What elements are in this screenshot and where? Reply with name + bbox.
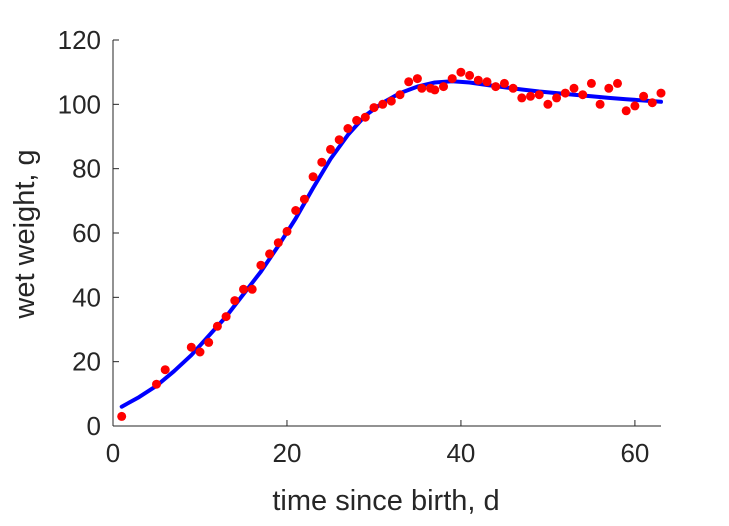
data-point: [447, 74, 457, 84]
data-point: [160, 365, 170, 375]
data-point: [230, 296, 240, 306]
data-point: [117, 411, 127, 421]
data-point: [526, 91, 535, 101]
data-point: [473, 75, 483, 85]
data-point: [204, 337, 214, 347]
y-tick-label: 100: [58, 89, 101, 119]
data-point: [417, 83, 427, 93]
data-point: [308, 172, 318, 182]
data-point: [195, 347, 205, 357]
data-point: [499, 78, 509, 88]
data-point: [395, 90, 405, 100]
data-point: [412, 74, 422, 84]
x-tick-label: 40: [446, 438, 475, 468]
data-point: [647, 98, 657, 108]
data-point: [186, 342, 196, 352]
data-point: [404, 77, 414, 87]
data-point: [595, 99, 605, 109]
data-point: [317, 157, 327, 167]
data-point: [604, 83, 614, 93]
data-point: [534, 90, 544, 100]
data-point: [613, 78, 622, 88]
data-point: [508, 83, 518, 93]
data-point: [517, 93, 527, 103]
data-point: [352, 115, 362, 125]
data-point: [630, 101, 640, 111]
data-point: [569, 83, 579, 93]
data-point: [326, 144, 335, 154]
data-point: [247, 284, 257, 294]
data-point: [239, 284, 248, 294]
data-point: [586, 78, 596, 88]
y-tick-label: 120: [58, 25, 101, 55]
data-points-group: [117, 67, 666, 421]
data-point: [369, 103, 379, 113]
data-point: [430, 85, 440, 95]
data-point: [265, 249, 275, 259]
y-axis-label: wet weight, g: [9, 149, 41, 319]
data-point: [543, 99, 553, 109]
data-point: [291, 206, 301, 215]
data-point: [334, 135, 344, 145]
x-axis-label: time since birth, d: [272, 485, 499, 517]
data-point: [456, 67, 466, 77]
data-point: [560, 88, 570, 98]
y-tick-label: 60: [72, 218, 101, 248]
y-tick-label: 0: [87, 411, 101, 441]
y-tick-label: 20: [72, 347, 101, 377]
data-point: [552, 93, 562, 103]
x-tick-label: 20: [273, 438, 302, 468]
data-point: [465, 70, 475, 80]
y-tick-label: 40: [72, 282, 101, 312]
data-point: [343, 124, 353, 133]
fit-line-group: [119, 79, 663, 409]
data-point: [578, 90, 588, 100]
data-point: [273, 238, 283, 248]
data-point: [378, 99, 388, 109]
data-point: [491, 82, 501, 92]
fit-line: [119, 79, 663, 409]
data-point: [439, 82, 448, 92]
data-point: [621, 106, 631, 116]
data-point: [282, 226, 292, 236]
data-point: [482, 77, 492, 87]
data-point: [256, 260, 266, 270]
data-point: [299, 194, 309, 204]
axes: [112, 40, 661, 427]
data-point: [386, 96, 396, 106]
data-point: [152, 379, 161, 389]
ticks: 0 20 40 60 80 100 120 0 20 40 60: [58, 25, 650, 468]
data-point: [212, 321, 222, 331]
data-point: [656, 88, 666, 98]
data-point: [639, 91, 649, 101]
x-tick-label: 0: [106, 438, 120, 468]
x-tick-label: 60: [620, 438, 649, 468]
y-tick-label: 80: [72, 154, 101, 184]
data-point: [360, 112, 370, 122]
data-point: [221, 312, 231, 322]
